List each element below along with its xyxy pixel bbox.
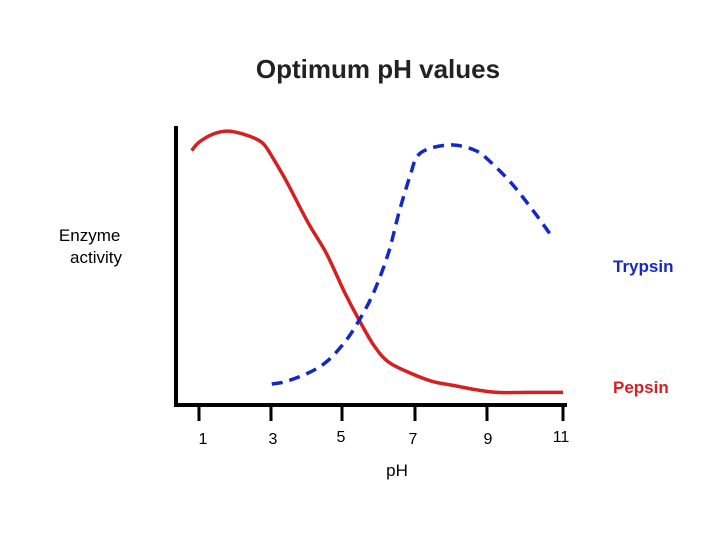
series-label-trypsin: Trypsin xyxy=(613,257,673,276)
x-axis-label: pH xyxy=(386,461,408,480)
x-tick-label: 3 xyxy=(269,431,278,448)
x-tick-label: 5 xyxy=(337,429,346,446)
y-axis-label-line-1: Enzyme xyxy=(59,226,120,245)
x-ticks: 1 3 5 7 9 11 xyxy=(197,405,570,448)
x-tick-label: 9 xyxy=(484,431,493,448)
series-line-trypsin xyxy=(271,143,554,386)
chart-title: Optimum pH values xyxy=(256,54,500,84)
series-layer xyxy=(190,129,563,395)
y-axis-label-line-2: activity xyxy=(70,248,122,267)
y-axis-label: Enzyme activity xyxy=(59,226,125,267)
x-tick-label: 7 xyxy=(409,431,418,448)
x-tick-label: 1 xyxy=(199,431,208,448)
x-tick-label: 11 xyxy=(553,429,570,446)
series-line-pepsin xyxy=(190,129,563,395)
series-label-pepsin: Pepsin xyxy=(613,378,669,397)
